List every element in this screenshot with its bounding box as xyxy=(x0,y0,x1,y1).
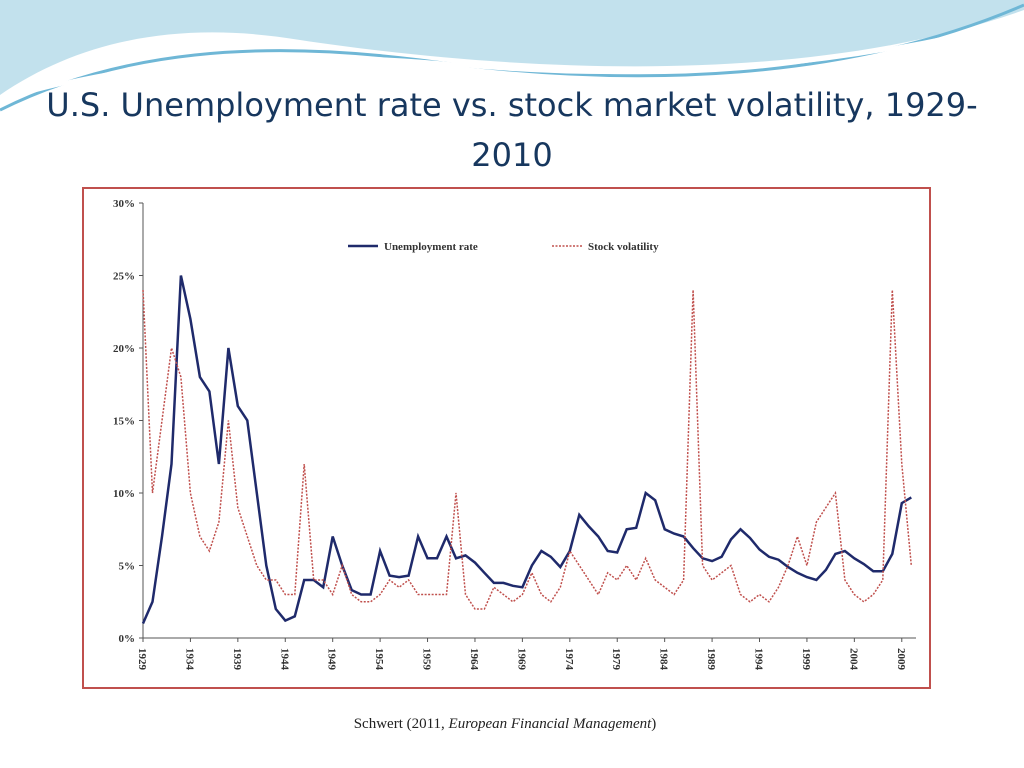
y-tick-label: 5% xyxy=(119,561,136,573)
y-tick-label: 20% xyxy=(113,343,135,355)
x-tick-label: 1944 xyxy=(278,648,290,671)
x-tick-label: 1989 xyxy=(705,648,717,671)
x-tick-label: 2009 xyxy=(895,648,907,671)
source-text: Schwert (2011, xyxy=(353,716,449,732)
legend-label: Unemployment rate xyxy=(384,241,478,253)
y-tick-label: 0% xyxy=(119,633,136,645)
source: Schwert (2011, European Financial Manage… xyxy=(0,716,1010,733)
legend-label: Stock volatility xyxy=(588,241,659,253)
header-wave xyxy=(0,0,1024,112)
x-tick-label: 1974 xyxy=(563,648,575,671)
series-line xyxy=(142,289,913,610)
x-tick-label: 1999 xyxy=(800,648,812,671)
series-line xyxy=(141,275,912,625)
y-tick-label: 25% xyxy=(113,271,135,283)
x-tick-label: 1969 xyxy=(515,648,527,671)
x-tick-label: 1959 xyxy=(421,648,433,671)
source-text: ) xyxy=(651,716,657,732)
x-tick-label: 1994 xyxy=(753,648,765,671)
x-tick-label: 1964 xyxy=(468,648,480,671)
x-tick-label: 1929 xyxy=(136,648,148,671)
x-tick-label: 1984 xyxy=(658,648,670,671)
y-tick-label: 15% xyxy=(113,416,135,428)
x-tick-label: 1934 xyxy=(183,648,195,671)
x-tick-label: 1979 xyxy=(610,648,622,671)
source-journal: European Financial Management xyxy=(448,716,652,732)
y-tick-label: 30% xyxy=(113,198,135,210)
slide-title: U.S. Unemployment rate vs. stock market … xyxy=(46,86,978,174)
x-tick-label: 1949 xyxy=(326,648,338,671)
x-tick-label: 1954 xyxy=(373,648,385,671)
x-tick-label: 2004 xyxy=(847,648,859,671)
x-tick-label: 1939 xyxy=(231,648,243,671)
y-tick-label: 10% xyxy=(113,488,135,500)
chart-frame xyxy=(82,187,931,689)
